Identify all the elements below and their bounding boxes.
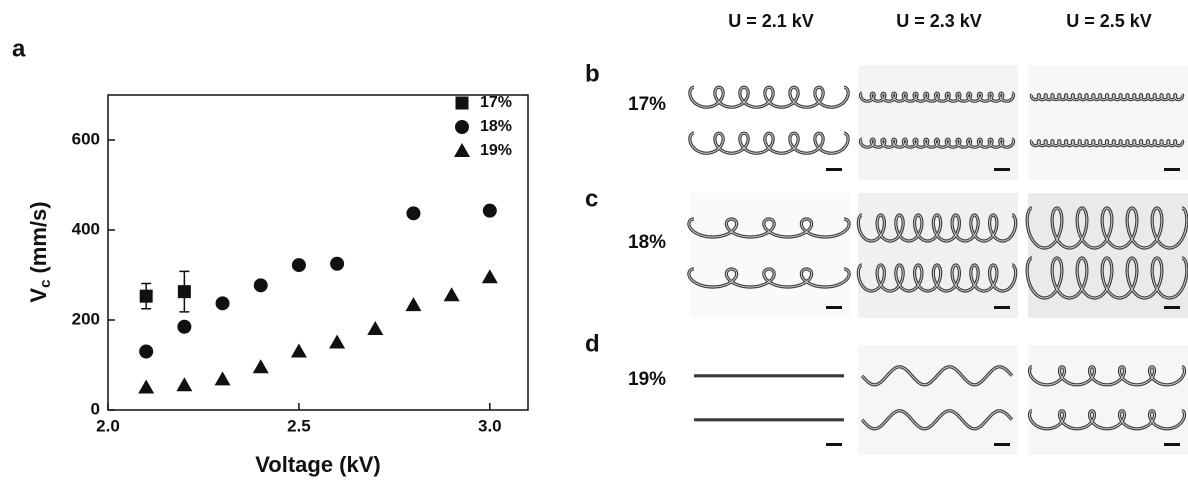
panel-letter: a	[12, 35, 26, 62]
fiber-core	[861, 410, 1013, 430]
panel-letter: c	[585, 185, 598, 212]
panel-letter: b	[585, 60, 600, 87]
plot-frame	[107, 94, 529, 411]
fiber-core	[688, 218, 850, 238]
y-label-symbol: V	[26, 288, 51, 303]
legend-marker	[455, 96, 469, 110]
data-point	[291, 258, 306, 273]
x-tick-label: 2.0	[96, 416, 120, 435]
data-point	[138, 379, 155, 394]
fiber-core	[1026, 207, 1188, 249]
row-label: 17%	[628, 94, 666, 115]
scale-bar	[826, 306, 842, 309]
fiber-core	[1029, 410, 1185, 430]
fiber-core	[689, 132, 849, 154]
micrograph-bg	[1028, 345, 1188, 455]
row-label: 18%	[628, 232, 666, 253]
scale-bar	[994, 168, 1010, 171]
micrograph-bg	[858, 345, 1018, 455]
y-tick-label: 400	[72, 219, 100, 238]
scale-bar	[1164, 306, 1180, 309]
micrograph-bg	[690, 345, 850, 455]
data-point	[367, 321, 384, 335]
data-point	[215, 296, 230, 311]
data-point	[253, 278, 268, 293]
fiber-core	[1030, 94, 1184, 101]
scale-bar	[826, 168, 842, 171]
data-point	[481, 269, 498, 284]
fiber	[858, 91, 1016, 103]
data-point	[177, 285, 191, 299]
x-tick-label: 3.0	[478, 416, 502, 435]
y-axis-label: Vc (mm/s)	[26, 201, 54, 302]
data-point	[329, 334, 346, 349]
legend-marker	[455, 120, 469, 134]
legend-marker	[454, 143, 470, 157]
micrographs	[687, 65, 1188, 455]
x-axis-label: Voltage (kV)	[255, 452, 381, 477]
micrograph-bg	[858, 193, 1018, 318]
fiber-core	[857, 214, 1017, 242]
legend-label: 19%	[480, 142, 512, 159]
fiber-core	[688, 268, 850, 288]
fiber-core	[857, 264, 1017, 292]
fiber	[858, 137, 1016, 149]
data-point	[139, 289, 153, 303]
fiber-core	[860, 138, 1014, 148]
fiber-core	[689, 86, 849, 108]
data-point	[443, 287, 460, 302]
y-label-unit: (mm/s)	[26, 201, 51, 273]
fiber-core	[860, 92, 1014, 102]
micrograph-bg	[690, 65, 850, 180]
micrograph-bg	[858, 65, 1018, 180]
row-label: 19%	[628, 369, 666, 390]
scale-bar	[994, 443, 1010, 446]
fiber-core	[1029, 366, 1185, 386]
column-header: U = 2.1 kV	[728, 11, 814, 31]
data-point	[214, 371, 231, 386]
data-point	[176, 377, 193, 392]
y-tick-label: 0	[91, 399, 100, 418]
fiber-core	[861, 366, 1013, 386]
fiber-core	[1030, 140, 1184, 147]
data-point	[290, 343, 307, 358]
data-point	[252, 359, 269, 374]
data-point	[406, 206, 421, 221]
data-point	[330, 256, 345, 271]
panel-letter: d	[585, 330, 600, 357]
micrograph-bg	[1028, 65, 1188, 180]
legend-label: 17%	[480, 94, 512, 111]
data-point	[177, 319, 192, 334]
data-point	[482, 203, 497, 218]
legend-label: 18%	[480, 118, 512, 135]
column-header: U = 2.3 kV	[896, 11, 982, 31]
y-tick-label: 600	[72, 129, 100, 148]
scale-bar	[994, 306, 1010, 309]
column-header: U = 2.5 kV	[1066, 11, 1152, 31]
data-point	[139, 344, 154, 359]
fiber-core	[1026, 257, 1188, 299]
scale-bar	[1164, 443, 1180, 446]
x-tick-label: 2.5	[287, 416, 311, 435]
data-point	[405, 297, 422, 312]
scale-bar	[826, 443, 842, 446]
micrograph-bg	[690, 193, 850, 318]
y-label-subscript: c	[37, 280, 54, 288]
y-tick-label: 200	[72, 309, 100, 328]
scale-bar	[1164, 168, 1180, 171]
